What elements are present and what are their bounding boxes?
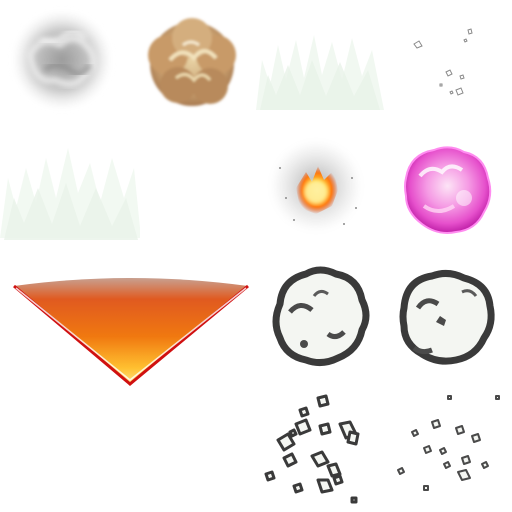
debris-fragments-large-icon bbox=[256, 384, 384, 512]
outlined-smoke-cloud-small-icon bbox=[384, 256, 512, 384]
faint-green-flame-wisps-icon bbox=[256, 0, 384, 128]
pink-energy-orb-icon bbox=[384, 128, 512, 256]
orange-cone-wedge-icon bbox=[0, 256, 256, 386]
grey-smoke-puff-icon bbox=[0, 0, 128, 128]
tan-dust-cloud-icon bbox=[128, 0, 256, 128]
faint-green-flame-wisps-icon bbox=[0, 128, 256, 256]
fire-burst-icon bbox=[256, 128, 384, 256]
sparse-debris-outlines-icon bbox=[384, 0, 512, 128]
debris-fragments-small-icon bbox=[384, 384, 512, 512]
outlined-smoke-cloud-icon bbox=[256, 256, 384, 384]
